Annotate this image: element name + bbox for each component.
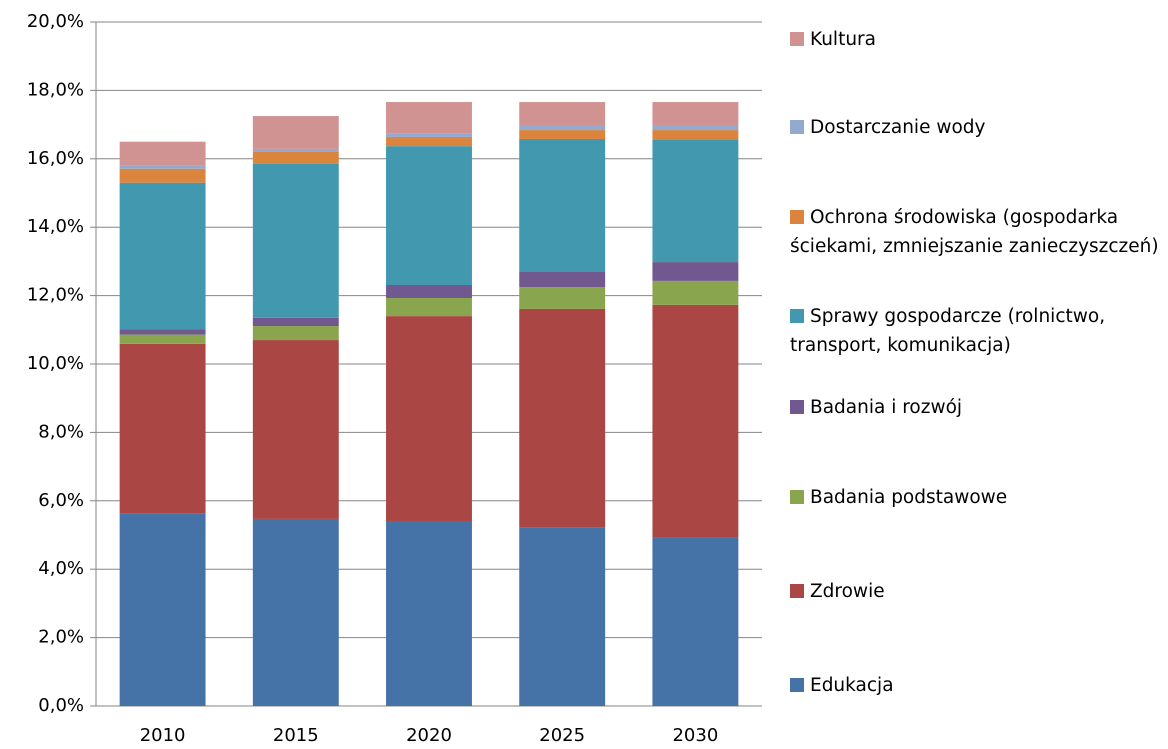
bar-segment: [386, 520, 472, 706]
bar-segment: [519, 527, 606, 706]
bar-segment: [386, 136, 472, 147]
bar-segment: [652, 280, 739, 305]
y-tick-label: 2,0%: [38, 627, 84, 648]
bar-segment: [519, 308, 606, 528]
x-tick-label: 2010: [140, 725, 186, 746]
legend-label: Dostarczanie wody: [810, 117, 986, 138]
bar-segment: [386, 146, 472, 285]
legend-entry: Ochrona środowiska (gospodarka ściekami,…: [790, 203, 1160, 261]
y-tick-label: 20,0%: [27, 11, 84, 32]
bar-segment: [252, 317, 339, 327]
legend-entry: Zdrowie: [790, 577, 1160, 606]
legend-label: Kultura: [810, 29, 876, 50]
x-tick-label: 2030: [672, 725, 718, 746]
x-tick-label: 2015: [273, 725, 319, 746]
bar-segment: [252, 326, 339, 341]
legend-label: Ochrona środowiska (gospodarka ściekami,…: [790, 207, 1159, 257]
bar-segment: [119, 343, 206, 514]
legend-entry: Badania i rozwój: [790, 393, 1160, 422]
bar-segment: [252, 163, 339, 318]
y-tick-label: 16,0%: [27, 148, 84, 169]
bar-segment: [252, 340, 339, 519]
y-tick-label: 14,0%: [27, 216, 84, 237]
legend-entry: Kultura: [790, 25, 1160, 54]
legend-swatch: [790, 210, 804, 224]
bar-segment: [652, 537, 739, 706]
y-tick-label: 4,0%: [38, 558, 84, 579]
bar-segment: [252, 151, 339, 164]
legend-swatch: [790, 400, 804, 414]
bar-segment: [252, 116, 339, 149]
bar-segment: [652, 262, 739, 281]
y-tick-label: 6,0%: [38, 490, 84, 511]
y-tick-label: 0,0%: [38, 695, 84, 716]
bar-segment: [119, 334, 206, 344]
bar-segment: [119, 182, 206, 330]
x-tick-label: 2025: [539, 725, 585, 746]
bar-segment: [652, 139, 739, 263]
bar-segment: [519, 138, 606, 273]
legend-label: Sprawy gospodarcze (rolnictwo, transport…: [790, 306, 1106, 356]
legend-label: Zdrowie: [810, 581, 885, 602]
legend-label: Edukacja: [810, 675, 894, 696]
legend-swatch: [790, 120, 804, 134]
y-tick-label: 18,0%: [27, 79, 84, 100]
legend-label: Badania podstawowe: [810, 487, 1008, 508]
bar-segment: [119, 329, 206, 335]
legend-entry: Dostarczanie wody: [790, 113, 1160, 142]
bar-segment: [652, 130, 739, 140]
bar-segment: [652, 125, 739, 131]
bar-segment: [519, 102, 606, 126]
x-tick-label: 2020: [406, 725, 452, 746]
bar-segment: [386, 102, 472, 134]
bar-segment: [119, 165, 206, 169]
bar-segment: [252, 148, 339, 152]
legend-swatch: [790, 678, 804, 692]
y-tick-label: 8,0%: [38, 421, 84, 442]
bar-segment: [386, 316, 472, 521]
bar-segment: [119, 141, 206, 166]
bar-segment: [519, 130, 606, 139]
legend-label: Badania i rozwój: [810, 397, 963, 418]
bar-segment: [386, 284, 472, 298]
legend-swatch: [790, 32, 804, 46]
bar-segment: [519, 125, 606, 131]
legend-entry: Sprawy gospodarcze (rolnictwo, transport…: [790, 302, 1160, 360]
bar-segment: [119, 168, 206, 183]
legend-swatch: [790, 584, 804, 598]
y-tick-label: 12,0%: [27, 285, 84, 306]
bar-segment: [252, 518, 339, 706]
legend-entry: Badania podstawowe: [790, 483, 1160, 512]
legend-entry: Edukacja: [790, 671, 1160, 700]
y-tick-label: 10,0%: [27, 353, 84, 374]
bar-segment: [519, 272, 606, 288]
bar-segment: [652, 304, 739, 538]
bar-segment: [386, 133, 472, 137]
bar-segment: [386, 297, 472, 317]
bar-segment: [652, 102, 739, 126]
bar-segment: [519, 287, 606, 309]
legend-swatch: [790, 490, 804, 504]
legend-swatch: [790, 309, 804, 323]
bar-segment: [119, 513, 206, 706]
